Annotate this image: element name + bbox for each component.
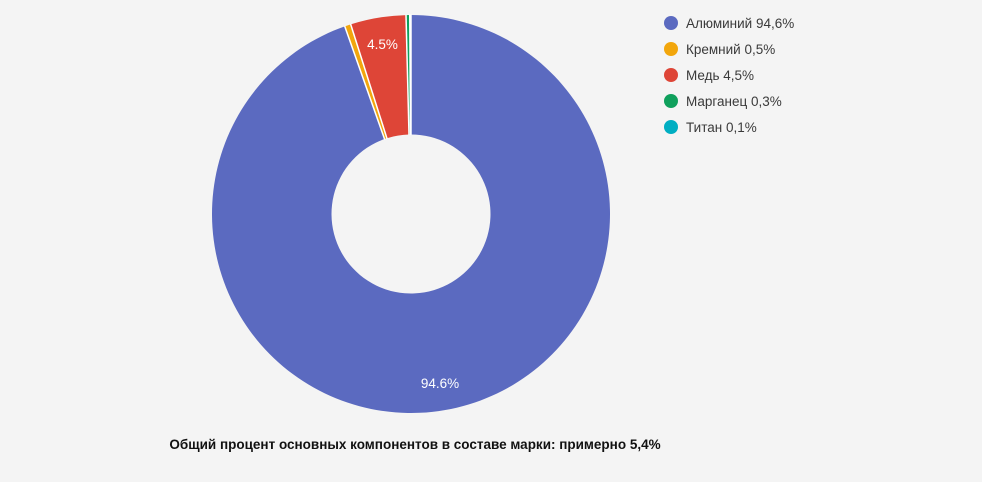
legend-swatch-icon — [664, 94, 678, 108]
slice-value-label: 4.5% — [367, 37, 398, 52]
legend-swatch-icon — [664, 42, 678, 56]
legend-item-manganese[interactable]: Марганец 0,3% — [664, 88, 794, 114]
legend-label: Медь 4,5% — [686, 67, 755, 83]
legend-item-copper[interactable]: Медь 4,5% — [664, 62, 794, 88]
legend-swatch-icon — [664, 68, 678, 82]
chart-legend: Алюминий 94,6% Кремний 0,5% Медь 4,5% Марга… — [664, 10, 794, 140]
legend-item-aluminium[interactable]: Алюминий 94,6% — [664, 10, 794, 36]
slice-value-label: 94.6% — [421, 376, 459, 391]
pie-slice-aluminium[interactable] — [211, 15, 610, 413]
legend-label: Алюминий 94,6% — [686, 15, 795, 31]
slice-separator — [343, 25, 386, 140]
chart-caption: Общий процент основных компонентов в сос… — [169, 437, 661, 452]
pie-slice-copper[interactable] — [350, 15, 410, 139]
legend-item-titanium[interactable]: Титан 0,1% — [664, 114, 794, 140]
legend-label: Кремний 0,5% — [686, 41, 776, 57]
legend-item-silicon[interactable]: Кремний 0,5% — [664, 36, 794, 62]
slice-separator — [408, 14, 412, 136]
slice-separator — [349, 23, 388, 139]
pie-slice-silicon[interactable] — [344, 24, 387, 140]
legend-swatch-icon — [664, 16, 678, 30]
legend-label: Титан 0,1% — [686, 119, 757, 135]
legend-label: Марганец 0,3% — [686, 93, 782, 109]
slice-separator — [405, 14, 410, 136]
legend-swatch-icon — [664, 120, 678, 134]
donut-chart[interactable]: 94.6% 4.5% — [211, 14, 611, 414]
